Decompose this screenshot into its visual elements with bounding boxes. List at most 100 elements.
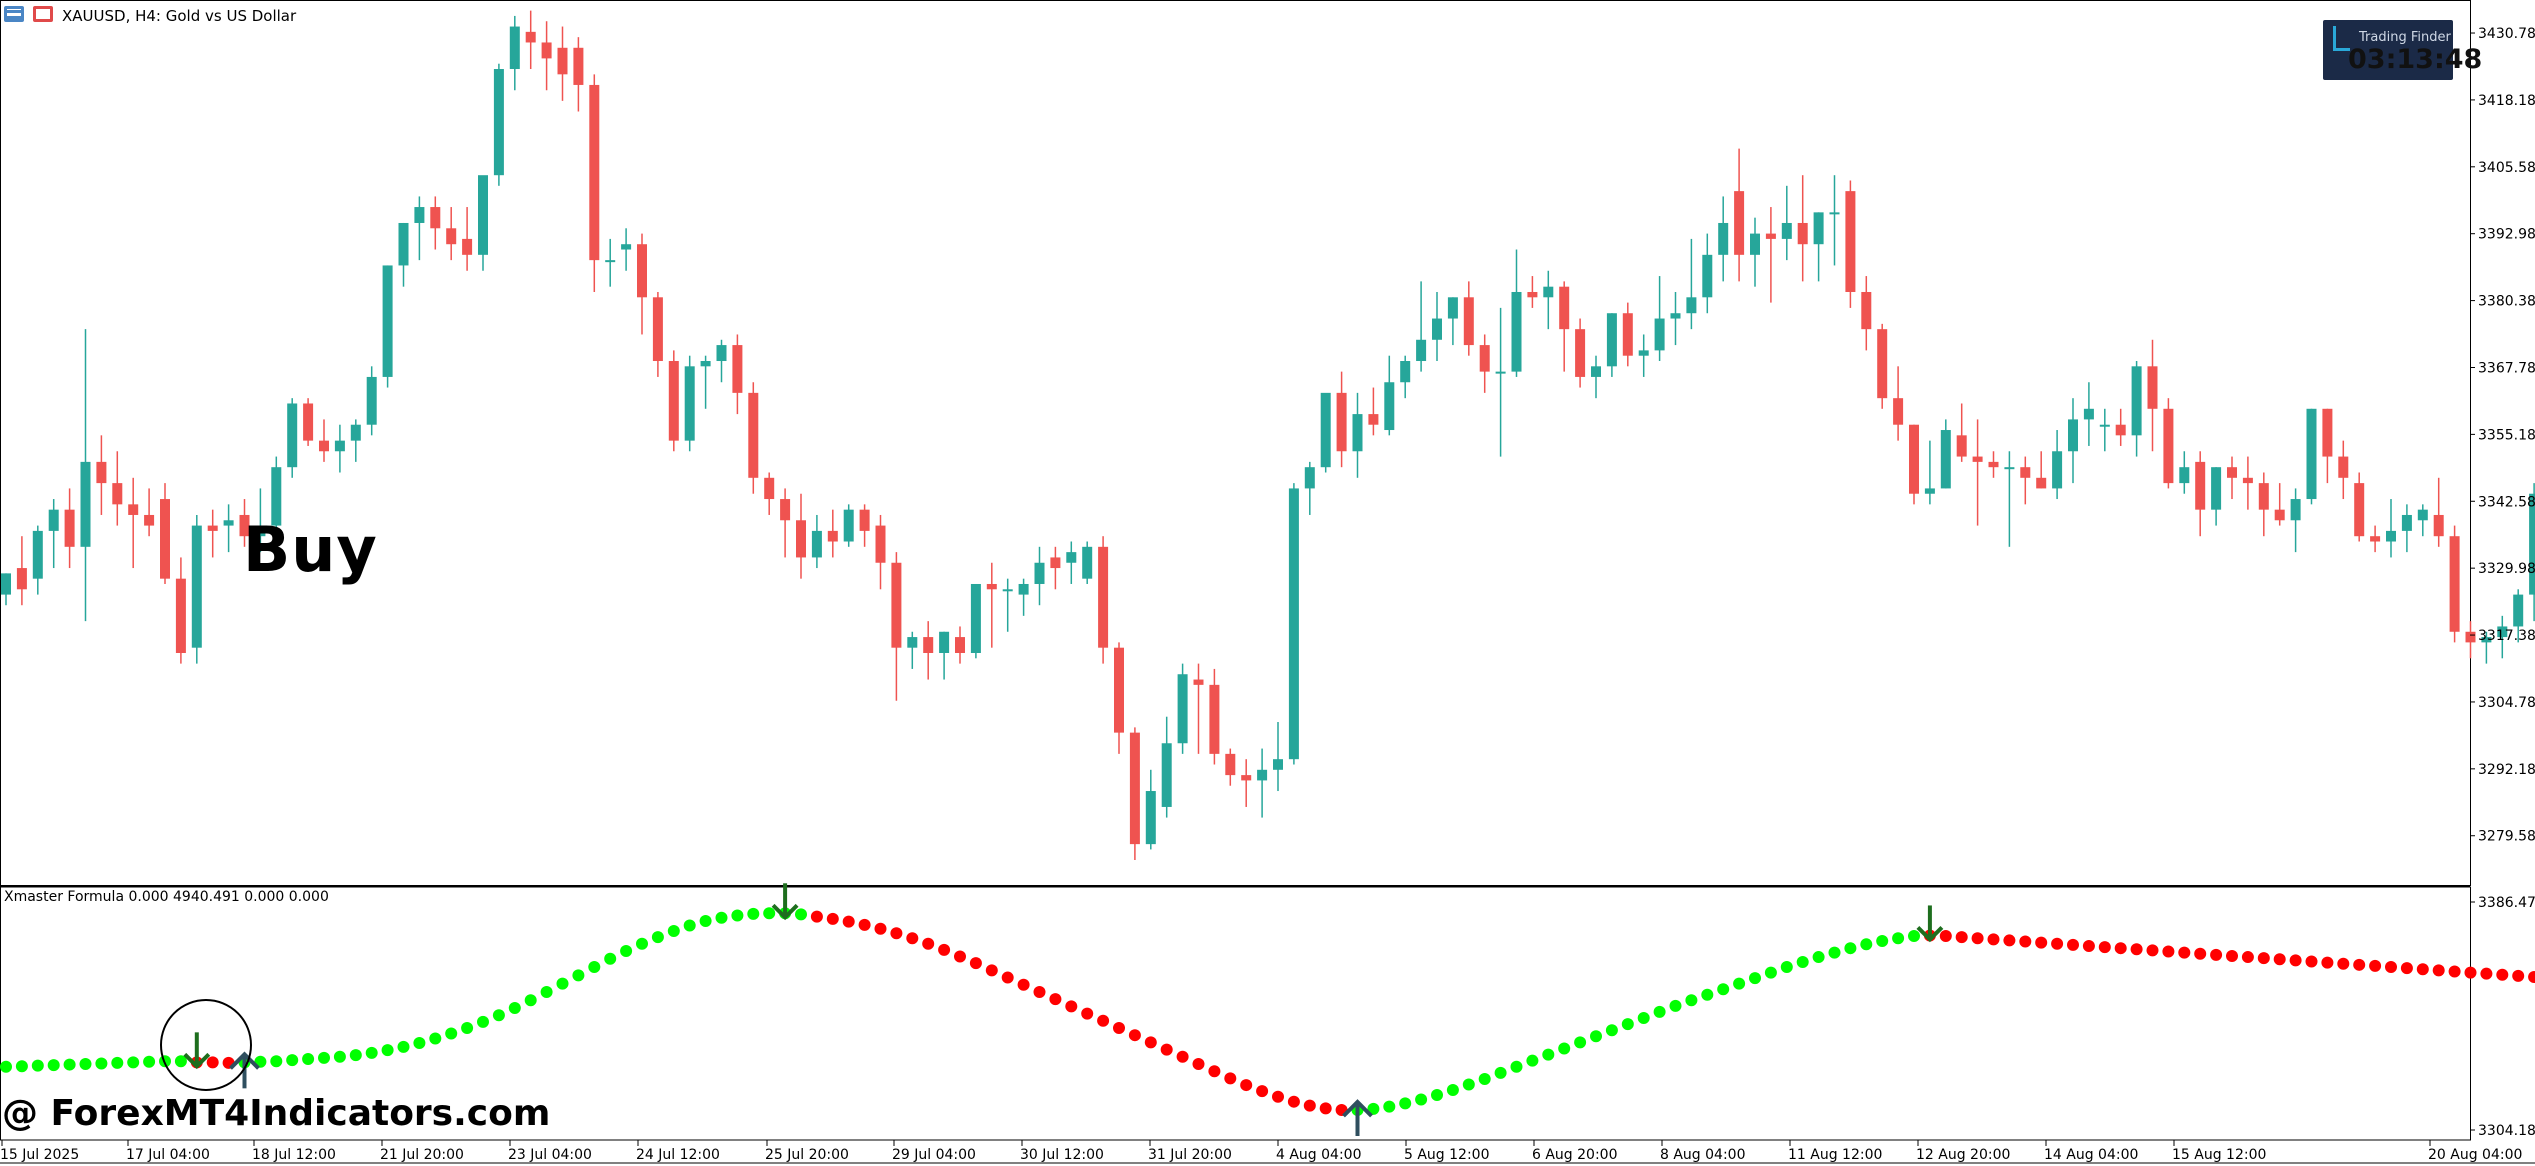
candle: [557, 26, 568, 101]
watermark: @ ForexMT4Indicators.com: [2, 1093, 551, 1134]
candle-body: [493, 69, 504, 176]
candle-body: [525, 31, 536, 43]
candle: [2115, 408, 2126, 446]
indicator-dot: [731, 909, 744, 922]
candle: [827, 509, 838, 558]
indicator-dot: [2512, 969, 2525, 982]
candle-body: [1527, 291, 1538, 298]
candle: [668, 350, 679, 452]
candle: [2290, 488, 2301, 553]
candle: [541, 21, 552, 91]
candle: [2449, 525, 2460, 643]
candle: [1591, 355, 1601, 399]
candle-body: [541, 42, 552, 59]
candle: [1241, 759, 1252, 807]
indicator-dot: [1160, 1043, 1173, 1056]
candle: [1622, 302, 1633, 367]
candle: [478, 175, 488, 271]
candle-body: [1273, 759, 1283, 770]
indicator-dot: [2321, 956, 2334, 969]
candle-body: [1495, 371, 1506, 374]
candle: [1877, 323, 1888, 409]
sub-frame-rect: [0, 886, 2471, 1141]
candle: [2020, 456, 2031, 505]
candle-body: [2004, 467, 2015, 470]
candle: [1273, 722, 1283, 792]
candle: [446, 207, 457, 261]
indicator-dot: [1049, 993, 1062, 1006]
buy-signal-circle: [160, 999, 252, 1091]
candle: [1527, 276, 1538, 308]
indicator-dot: [1065, 1000, 1078, 1013]
candle: [175, 557, 186, 664]
candle: [1034, 546, 1045, 606]
price-tick-label: 3380.38: [2478, 294, 2535, 310]
indicator-dot: [429, 1032, 442, 1045]
candle-body: [64, 509, 75, 547]
candle: [1861, 276, 1872, 351]
candle-body: [2401, 514, 2412, 531]
candle-body: [398, 222, 409, 266]
chart-properties-icon[interactable]: [33, 6, 53, 22]
candle-timer: 03:13:48: [2348, 44, 2483, 75]
indicator-dot: [1113, 1021, 1125, 1034]
candle-body: [2211, 467, 2222, 510]
time-tick-label: 15 Aug 12:00: [2172, 1147, 2266, 1163]
indicator-dot: [1224, 1072, 1237, 1085]
candle-body: [1575, 329, 1586, 377]
candle: [2068, 398, 2078, 484]
candle-body: [621, 244, 632, 250]
indicator-dot: [1431, 1089, 1443, 1102]
candle: [319, 419, 329, 462]
candle: [2242, 456, 2253, 510]
candle: [2322, 408, 2333, 484]
candle-body: [2274, 509, 2285, 521]
candle: [2179, 451, 2190, 494]
price-tick-label: 3367.78: [2478, 360, 2535, 376]
candle: [1956, 403, 1967, 462]
candle-body: [319, 440, 329, 452]
candle: [80, 329, 91, 622]
candle: [191, 514, 202, 664]
price-tick-label: 3392.98: [2478, 227, 2535, 243]
indicator-dot: [1208, 1065, 1221, 1078]
candle-body: [32, 530, 43, 579]
candle-body: [334, 440, 345, 452]
indicator-dot: [1240, 1079, 1253, 1092]
sell-arrow-icon: [183, 1032, 211, 1070]
candle-body: [96, 461, 107, 484]
candle-body: [1511, 291, 1522, 372]
indicator-dot: [2210, 948, 2223, 961]
candle-body: [2306, 408, 2317, 500]
candle-body: [1686, 297, 1697, 314]
indicator-dot: [1621, 1018, 1634, 1031]
candle: [1400, 355, 1411, 399]
indicator-dot: [1383, 1100, 1396, 1113]
chart-window-icon[interactable]: [4, 6, 24, 22]
indicator-dot: [2130, 943, 2143, 956]
candle: [2338, 440, 2349, 500]
time-tick-label: 5 Aug 12:00: [1404, 1147, 1490, 1163]
indicator-dot: [1526, 1054, 1539, 1067]
candle: [1288, 483, 1299, 765]
candle: [1050, 546, 1061, 590]
indicator-dot: [143, 1055, 156, 1068]
candle-body: [1654, 318, 1665, 351]
indicator-dot: [1144, 1036, 1157, 1049]
indicator-dot: [2289, 954, 2302, 967]
candle: [986, 562, 997, 648]
indicator-dot: [588, 961, 601, 974]
indicator-dot: [620, 944, 633, 957]
candle-body: [1893, 398, 1904, 425]
candle: [1606, 313, 1617, 377]
main-frame-rect: [0, 0, 2471, 886]
indicator-axis: 3386.471 3304.183: [2470, 895, 2535, 1139]
candle: [764, 472, 775, 515]
candle-body: [2036, 477, 2047, 489]
indicator-dot: [572, 969, 585, 982]
candle: [1, 573, 11, 606]
indicator-dot: [1637, 1012, 1650, 1025]
candle: [1177, 663, 1188, 754]
candle-body: [1781, 222, 1792, 239]
